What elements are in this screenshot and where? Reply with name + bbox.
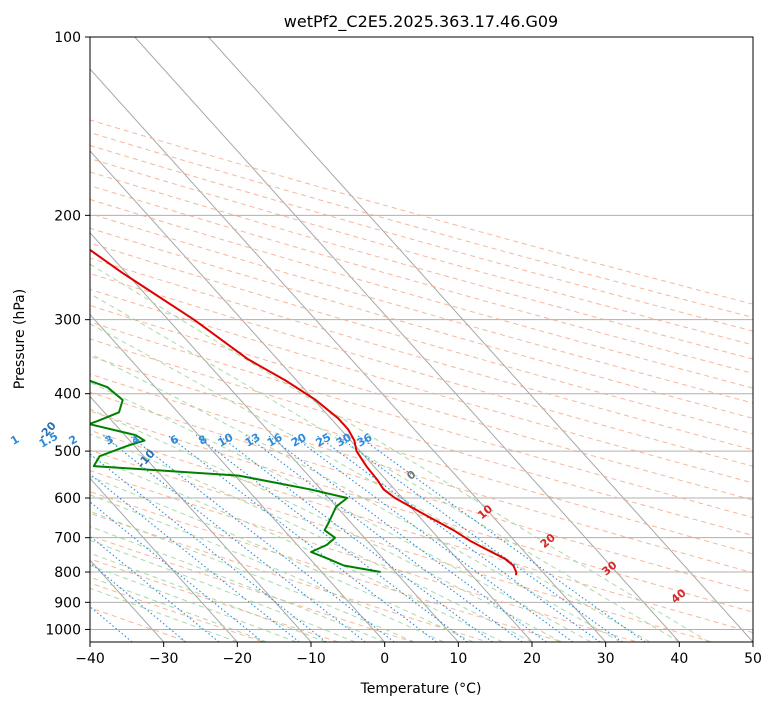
moist-adiabat-line: [90, 455, 503, 642]
dry-adiabat-line: [90, 512, 488, 642]
moist-adiabat-line: [90, 539, 356, 642]
x-tick-label: −20: [223, 651, 253, 667]
moist-adiabat-line: [90, 381, 592, 642]
y-axis: 100 200 300 400 500 600 700 800 900 1000: [45, 30, 90, 638]
moist-adiabat-line: [90, 510, 415, 642]
x-tick-label: 30: [597, 651, 615, 667]
dry-adiabat-line: [90, 213, 753, 404]
background-lines: [90, 37, 753, 642]
mixing-ratio-line: [356, 434, 646, 642]
dry-adiabat-line: [90, 449, 712, 642]
profiles: [90, 248, 518, 576]
moist-adiabat-line: [90, 552, 326, 642]
dry-adiabat-line: [90, 242, 753, 435]
x-tick-label: 0: [380, 651, 389, 667]
mixing-ratio-line: [267, 434, 547, 642]
y-tick-label: 1000: [45, 622, 81, 638]
y-tick-label: 100: [54, 30, 81, 46]
x-tick-label: −30: [149, 651, 179, 667]
isotherm-line: [90, 313, 386, 642]
y-tick-label: 300: [54, 313, 81, 329]
mixing-ratio-line: [102, 434, 366, 642]
dry-adiabat-line: [90, 132, 753, 319]
y-tick-label: 800: [54, 565, 81, 581]
x-tick-label: 50: [744, 651, 762, 667]
dry-adiabat-line: [90, 273, 753, 467]
y-axis-label: Pressure (hPa): [12, 289, 28, 389]
plot-frame: [89, 36, 754, 643]
dry-adiabat-line: [90, 304, 753, 501]
moist-adiabat-line: [90, 263, 710, 642]
mixing-ratio-line: [90, 453, 327, 642]
y-tick-label: 600: [54, 491, 81, 507]
mixing-ratio-line: [90, 501, 264, 642]
x-tick-label: 40: [670, 651, 688, 667]
dry-adiabat-line: [90, 119, 753, 305]
y-tick-label: 900: [54, 595, 81, 611]
y-tick-label: 200: [54, 208, 81, 224]
chart-title: wetPf2_C2E5.2025.363.17.46.G09: [284, 12, 558, 32]
x-tick-label: 10: [449, 651, 467, 667]
isotherm-line: [90, 477, 238, 642]
x-tick-label: −10: [296, 651, 326, 667]
x-tick-label: 20: [523, 651, 541, 667]
isotherm-line: [90, 395, 312, 642]
x-axis: −40 −30 −20 −10 0 10 20 30 40 50: [75, 642, 762, 667]
dry-adiabat-line: [90, 185, 753, 374]
dry-adiabat-line: [90, 227, 753, 419]
moist-adiabat-line: [90, 293, 680, 642]
dry-adiabat-line: [90, 470, 638, 642]
profile-line: [90, 248, 518, 576]
y-tick-label: 700: [54, 531, 81, 547]
moist-adiabat-line: [90, 408, 562, 642]
moist-adiabat-line: [90, 433, 533, 642]
mixing-ratio-line: [291, 434, 574, 642]
dry-adiabat-line: [90, 355, 753, 555]
moist-adiabat-line: [90, 476, 474, 642]
y-tick-label: 500: [54, 444, 81, 460]
mixing-ratio-line: [128, 434, 395, 642]
isotherm-line: [134, 37, 680, 642]
mixing-ratio-line: [245, 434, 523, 642]
y-tick-label: 400: [54, 387, 81, 403]
dry-adiabat-line: [90, 171, 753, 360]
isotherm-line: [208, 37, 753, 642]
dry-adiabat-line: [90, 582, 264, 642]
x-axis-label: Temperature (°C): [360, 681, 482, 697]
dry-adiabat-line: [90, 391, 753, 593]
mixing-ratio-line: [90, 473, 300, 642]
mixing-ratio-line: [195, 434, 468, 642]
profile-line: [90, 379, 381, 573]
x-tick-label: −40: [75, 651, 105, 667]
